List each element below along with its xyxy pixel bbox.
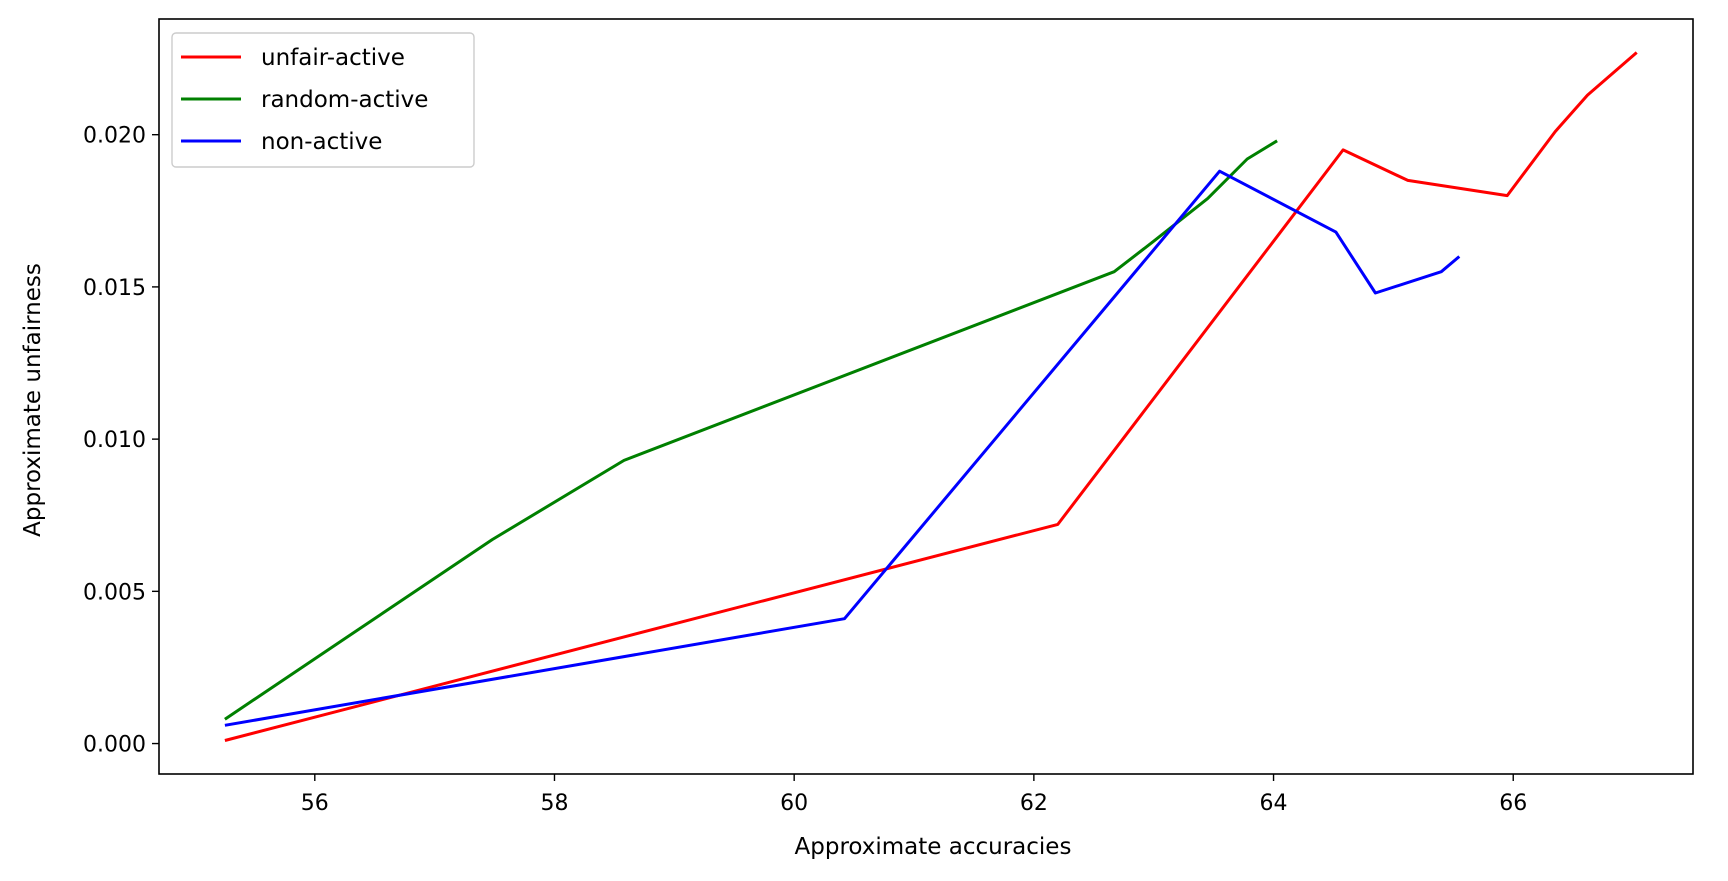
x-axis-ticks: 56 58 60 62 64 66 (301, 774, 1527, 816)
series-line-non-active (224, 169, 1461, 727)
series-lines (224, 51, 1638, 742)
legend-box (171, 32, 475, 168)
x-tick-label: 64 (1260, 791, 1288, 816)
series-line-random-active (224, 139, 1278, 721)
legend-label-unfair-active: unfair-active (261, 45, 405, 71)
series-line-unfair-active (224, 51, 1638, 742)
x-axis-label: Approximate accuracies (795, 834, 1072, 860)
y-tick-label: 0.020 (83, 124, 146, 149)
plot-frame (158, 18, 1694, 775)
x-tick-label: 66 (1499, 791, 1527, 816)
y-tick-label: 0.010 (83, 428, 146, 453)
x-tick-label: 56 (301, 791, 329, 816)
y-axis-ticks: 0.000 0.005 0.010 0.015 0.020 (83, 124, 159, 758)
x-tick-label: 62 (1020, 791, 1048, 816)
legend: unfair-active random-active non-active (171, 32, 475, 168)
legend-label-non-active: non-active (261, 129, 382, 155)
y-tick-label: 0.015 (83, 276, 146, 301)
x-tick-label: 60 (780, 791, 808, 816)
legend-label-random-active: random-active (261, 87, 428, 113)
y-axis-label: Approximate unfairness (20, 263, 46, 537)
y-tick-label: 0.005 (83, 580, 146, 605)
y-tick-label: 0.000 (83, 733, 146, 758)
x-tick-label: 58 (540, 791, 568, 816)
